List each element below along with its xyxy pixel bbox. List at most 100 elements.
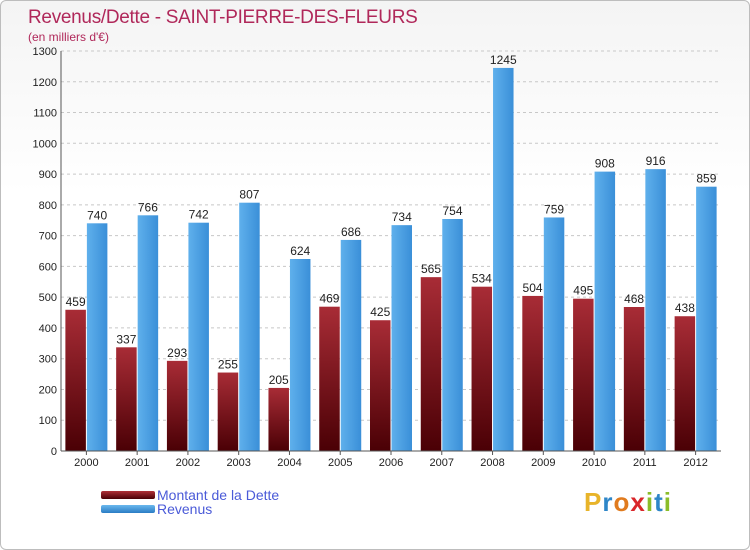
- value-label-revenus: 734: [392, 210, 412, 224]
- x-tick-label: 2006: [379, 457, 403, 469]
- bar-revenus: [442, 219, 463, 451]
- bar-revenus: [86, 223, 108, 451]
- logo-letter: o: [613, 487, 631, 517]
- value-label-revenus: 624: [290, 244, 310, 258]
- bar-revenus: [391, 225, 412, 451]
- bars: [65, 67, 717, 451]
- x-tick-label: 2005: [328, 457, 352, 469]
- bar-dette: [573, 298, 594, 451]
- y-tick-label: 500: [39, 292, 57, 304]
- value-label-dette: 504: [523, 281, 543, 295]
- value-label-dette: 425: [370, 305, 390, 319]
- y-tick-label: 1300: [33, 46, 57, 58]
- bar-dette: [319, 306, 340, 451]
- y-tick-label: 1000: [33, 138, 57, 150]
- bar-revenus: [543, 217, 565, 451]
- logo-letter: t: [654, 487, 664, 517]
- value-label-revenus: 908: [595, 157, 615, 171]
- value-label-revenus: 1245: [490, 53, 517, 67]
- value-label-revenus: 754: [443, 204, 463, 218]
- bar-dette: [268, 387, 289, 451]
- value-label-revenus: 916: [646, 154, 666, 168]
- bar-dette: [522, 295, 543, 451]
- y-tick-label: 1100: [33, 108, 57, 120]
- y-tick-label: 100: [39, 415, 57, 427]
- y-tick-label: 0: [51, 446, 57, 458]
- bar-dette: [471, 286, 493, 451]
- logo-letter: r: [602, 487, 614, 517]
- x-tick-label: 2008: [480, 457, 504, 469]
- bar-revenus: [696, 186, 717, 451]
- value-label-dette: 469: [319, 292, 339, 306]
- y-tick-label: 400: [39, 323, 57, 335]
- legend-swatch-dette: [101, 491, 155, 499]
- y-tick-label: 900: [39, 169, 57, 181]
- logo-letter: i: [663, 487, 672, 517]
- value-label-revenus: 740: [87, 208, 107, 222]
- bar-revenus: [645, 169, 666, 451]
- value-label-dette: 534: [472, 272, 492, 286]
- y-tick-label: 200: [39, 384, 57, 396]
- x-tick-label: 2004: [277, 457, 301, 469]
- legend-swatch-revenus: [101, 505, 155, 513]
- bar-dette: [420, 277, 442, 451]
- bar-revenus: [137, 215, 159, 451]
- bar-dette: [674, 316, 696, 451]
- value-label-dette: 205: [269, 373, 289, 387]
- chart-title: Revenus/Dette - SAINT-PIERRE-DES-FLEURS: [28, 7, 418, 28]
- value-label-dette: 293: [167, 346, 187, 360]
- legend-item-revenus: Revenus: [101, 501, 213, 517]
- value-label-dette: 459: [66, 295, 86, 309]
- value-labels: 459 740 337 766 293 742 255 807 205 624 469 686 425 7…: [66, 53, 717, 387]
- legend-label-revenus: Revenus: [157, 501, 213, 517]
- value-label-dette: 495: [573, 284, 593, 298]
- value-label-revenus: 759: [544, 202, 564, 216]
- bar-revenus: [188, 222, 209, 451]
- logo-letter: P: [584, 487, 603, 517]
- x-tick-label: 2003: [226, 457, 250, 469]
- value-label-dette: 565: [421, 262, 441, 276]
- x-tick-label: 2000: [74, 457, 98, 469]
- value-label-dette: 255: [218, 358, 238, 372]
- y-tick-label: 600: [39, 261, 57, 273]
- grid-lines: [61, 50, 721, 421]
- legend-item-dette: Montant de la Dette: [101, 487, 280, 503]
- logo-letter: x: [630, 487, 646, 517]
- bar-dette: [116, 347, 137, 451]
- y-tick-label: 1200: [33, 77, 57, 89]
- x-tick-label: 2001: [125, 457, 149, 469]
- y-tick-label: 300: [39, 354, 57, 366]
- x-tick-label: 2002: [176, 457, 200, 469]
- value-label-revenus: 686: [341, 225, 361, 239]
- x-tick-label: 2011: [633, 457, 657, 469]
- x-tick-label: 2007: [430, 457, 454, 469]
- legend-label-dette: Montant de la Dette: [157, 487, 280, 503]
- bar-revenus: [594, 171, 616, 451]
- bar-revenus: [340, 239, 362, 451]
- logo-letter: i: [645, 487, 655, 517]
- value-label-revenus: 766: [138, 200, 158, 214]
- axes: 0 100 200 300 400 500 600 700 800 900 1000 1100 1200…: [33, 46, 721, 469]
- bar-dette: [65, 309, 86, 451]
- x-tick-label: 2009: [531, 457, 555, 469]
- value-label-dette: 438: [675, 301, 695, 315]
- bar-dette: [623, 307, 645, 451]
- bar-revenus: [239, 202, 260, 451]
- value-label-revenus: 859: [696, 172, 716, 186]
- value-label-dette: 468: [624, 292, 644, 306]
- chart-subtitle: (en milliers d'€): [28, 30, 109, 44]
- value-label-revenus: 807: [239, 188, 259, 202]
- bar-dette: [217, 372, 239, 451]
- x-tick-label: 2012: [683, 457, 707, 469]
- y-tick-label: 800: [39, 200, 57, 212]
- bar-revenus: [289, 259, 311, 451]
- bar-dette: [370, 320, 391, 451]
- bar-revenus: [493, 67, 514, 451]
- value-label-revenus: 742: [189, 208, 209, 222]
- proxiti-logo: Proxiti: [584, 487, 672, 518]
- y-tick-label: 700: [39, 231, 57, 243]
- value-label-dette: 337: [116, 332, 136, 346]
- x-tick-label: 2010: [582, 457, 606, 469]
